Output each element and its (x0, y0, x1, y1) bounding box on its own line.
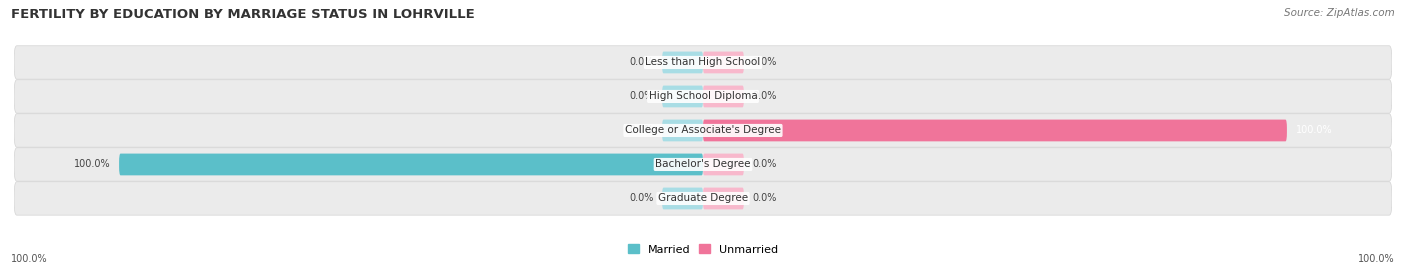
Text: College or Associate's Degree: College or Associate's Degree (626, 125, 780, 136)
FancyBboxPatch shape (703, 120, 1286, 141)
Text: Graduate Degree: Graduate Degree (658, 193, 748, 203)
FancyBboxPatch shape (662, 86, 703, 107)
FancyBboxPatch shape (14, 80, 1392, 113)
Text: 100.0%: 100.0% (1295, 125, 1333, 136)
FancyBboxPatch shape (703, 52, 744, 73)
FancyBboxPatch shape (14, 46, 1392, 79)
Text: 0.0%: 0.0% (752, 58, 778, 68)
FancyBboxPatch shape (703, 154, 744, 175)
Text: 100.0%: 100.0% (11, 254, 48, 264)
FancyBboxPatch shape (14, 148, 1392, 181)
Text: FERTILITY BY EDUCATION BY MARRIAGE STATUS IN LOHRVILLE: FERTILITY BY EDUCATION BY MARRIAGE STATU… (11, 8, 475, 21)
FancyBboxPatch shape (14, 114, 1392, 147)
Legend: Married, Unmarried: Married, Unmarried (627, 244, 779, 255)
FancyBboxPatch shape (662, 120, 703, 141)
FancyBboxPatch shape (14, 182, 1392, 215)
Text: High School Diploma: High School Diploma (648, 91, 758, 101)
Text: 0.0%: 0.0% (628, 193, 654, 203)
Text: Source: ZipAtlas.com: Source: ZipAtlas.com (1284, 8, 1395, 18)
Text: 0.0%: 0.0% (628, 91, 654, 101)
Text: Bachelor's Degree: Bachelor's Degree (655, 160, 751, 169)
Text: Less than High School: Less than High School (645, 58, 761, 68)
Text: 0.0%: 0.0% (628, 58, 654, 68)
Text: 100.0%: 100.0% (1358, 254, 1395, 264)
Text: 100.0%: 100.0% (73, 160, 111, 169)
FancyBboxPatch shape (703, 187, 744, 209)
FancyBboxPatch shape (662, 187, 703, 209)
Text: 0.0%: 0.0% (752, 91, 778, 101)
FancyBboxPatch shape (662, 52, 703, 73)
Text: 0.0%: 0.0% (628, 125, 654, 136)
FancyBboxPatch shape (120, 154, 703, 175)
Text: 0.0%: 0.0% (752, 160, 778, 169)
FancyBboxPatch shape (703, 86, 744, 107)
Text: 0.0%: 0.0% (752, 193, 778, 203)
